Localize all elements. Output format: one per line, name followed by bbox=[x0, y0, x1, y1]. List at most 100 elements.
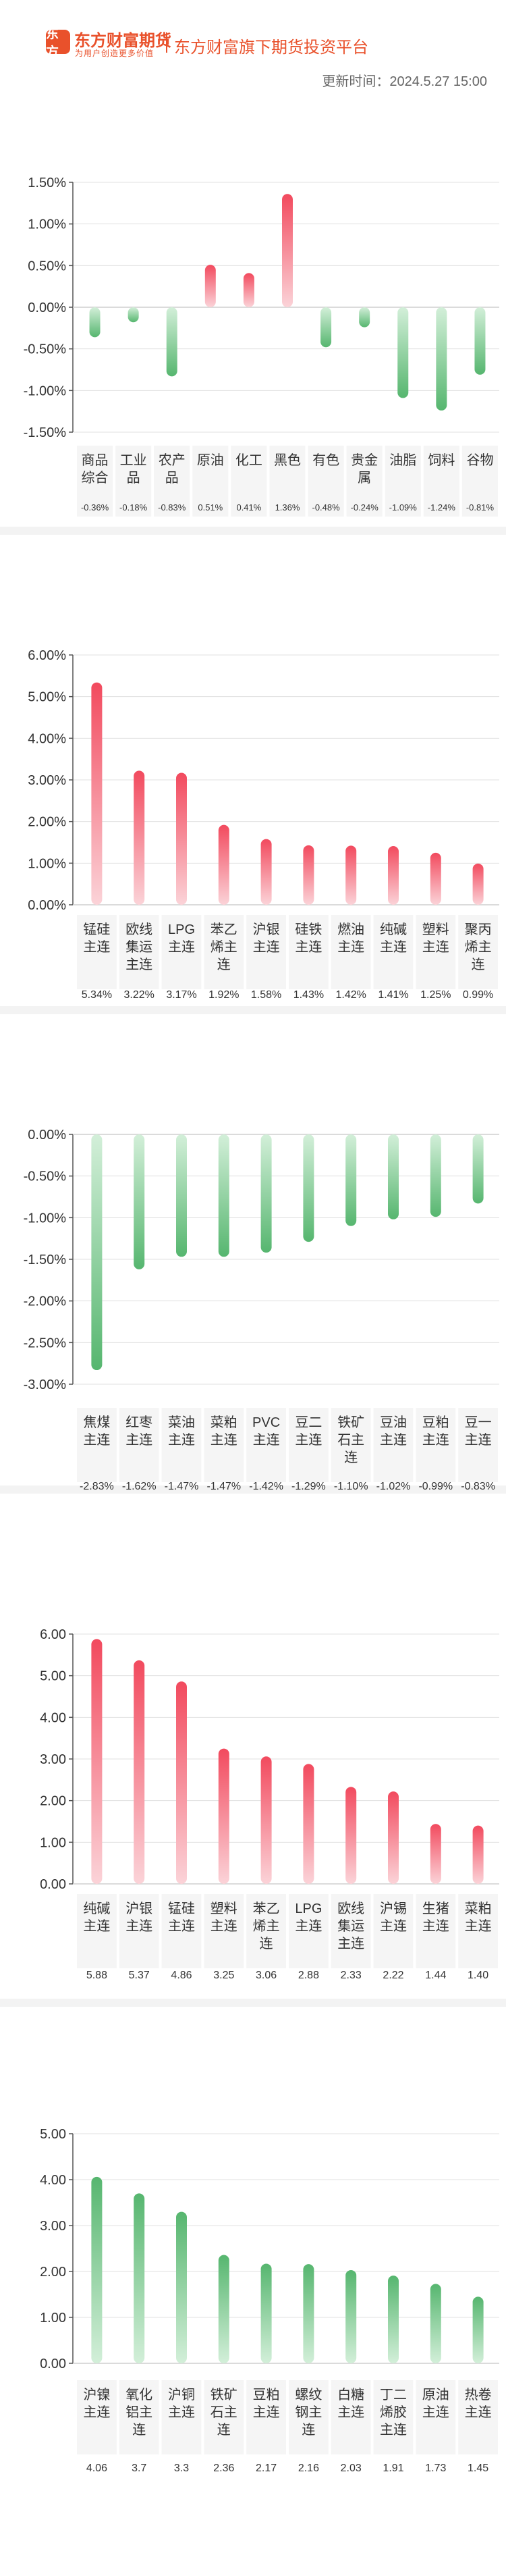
category-label: 氧化 bbox=[125, 2387, 152, 2402]
y-tick-label: 6.00% bbox=[28, 648, 66, 663]
bar bbox=[176, 2211, 187, 2363]
category-label: 主连 bbox=[337, 939, 364, 955]
category-label: 纯碱 bbox=[380, 922, 407, 937]
y-tick-label: -1.00% bbox=[24, 1211, 67, 1226]
value-label: 0.41% bbox=[236, 502, 261, 512]
category-label: 连 bbox=[302, 2422, 315, 2438]
value-label: -1.47% bbox=[206, 1481, 241, 1492]
category-label: 连 bbox=[132, 2422, 146, 2438]
bar bbox=[204, 265, 216, 307]
category-label: 主连 bbox=[168, 939, 195, 955]
category-label: 塑料 bbox=[210, 1901, 237, 1916]
category-label: 主连 bbox=[168, 1918, 195, 1934]
category-box bbox=[289, 1894, 329, 1968]
category-label: 综合 bbox=[82, 470, 109, 485]
category-box bbox=[161, 1408, 202, 1482]
bar bbox=[436, 307, 447, 411]
category-box bbox=[192, 446, 229, 517]
bar bbox=[166, 307, 177, 377]
category-label: 豆粕 bbox=[422, 1415, 449, 1430]
bar bbox=[91, 682, 103, 905]
category-label: 主连 bbox=[125, 957, 152, 972]
y-tick-label: 1.00% bbox=[28, 856, 66, 871]
category-label: LPG bbox=[168, 922, 195, 937]
bar bbox=[359, 307, 370, 327]
value-label: 5.88 bbox=[86, 1970, 107, 1981]
category-label: 沪镍 bbox=[83, 2387, 110, 2402]
category-box bbox=[331, 1408, 371, 1482]
category-box bbox=[269, 446, 306, 517]
category-label: LPG bbox=[295, 1901, 322, 1916]
category-label: 主连 bbox=[422, 939, 449, 955]
bar bbox=[430, 1134, 441, 1217]
category-label: 主连 bbox=[337, 2404, 364, 2420]
category-box bbox=[373, 2380, 414, 2454]
category-label: 主连 bbox=[83, 939, 110, 955]
bar bbox=[260, 2263, 272, 2363]
bar bbox=[260, 839, 272, 905]
value-label: -0.83% bbox=[158, 502, 186, 512]
value-label: 1.44 bbox=[425, 1970, 446, 1981]
category-box bbox=[373, 1894, 414, 1968]
category-box bbox=[246, 915, 286, 989]
category-box bbox=[77, 915, 117, 989]
category-label: 石主 bbox=[210, 2404, 237, 2420]
category-box bbox=[119, 915, 159, 989]
category-label: 欧线 bbox=[125, 922, 152, 937]
category-box bbox=[246, 1408, 286, 1482]
category-label: 连 bbox=[217, 2422, 231, 2438]
bar bbox=[397, 307, 409, 398]
category-label: 红枣 bbox=[125, 1415, 152, 1430]
category-label: 烯胶 bbox=[380, 2404, 407, 2420]
value-label: -0.36% bbox=[81, 502, 109, 512]
category-box bbox=[385, 446, 421, 517]
y-tick-label: 2.00 bbox=[40, 2265, 66, 2280]
category-label: 菜油 bbox=[168, 1415, 195, 1430]
category-label: 连 bbox=[217, 957, 231, 972]
value-label: 4.86 bbox=[171, 1970, 192, 1981]
section-separator bbox=[0, 1999, 506, 2007]
value-label: -1.09% bbox=[389, 502, 418, 512]
category-box bbox=[119, 1408, 159, 1482]
category-label: 聚丙 bbox=[465, 922, 492, 937]
category-label: 豆油 bbox=[380, 1415, 407, 1430]
category-label: 主连 bbox=[168, 2404, 195, 2420]
y-tick-label: -1.50% bbox=[24, 1253, 67, 1267]
y-tick-label: 4.00% bbox=[28, 731, 66, 746]
bar bbox=[472, 1825, 484, 1884]
category-label: 黑色 bbox=[274, 452, 301, 468]
value-label: 1.41% bbox=[378, 989, 408, 1001]
value-label: -1.62% bbox=[122, 1481, 157, 1492]
category-box bbox=[373, 1408, 414, 1482]
category-box bbox=[331, 915, 371, 989]
category-label: 油脂 bbox=[389, 452, 416, 468]
bar bbox=[176, 1134, 187, 1257]
category-label: PVC bbox=[252, 1415, 280, 1430]
bar bbox=[218, 2255, 229, 2363]
y-tick-label: -2.00% bbox=[24, 1294, 67, 1309]
bar bbox=[134, 2193, 145, 2363]
category-box bbox=[373, 915, 414, 989]
y-tick-label: -3.00% bbox=[24, 1377, 67, 1392]
category-label: 有色 bbox=[312, 452, 339, 468]
bar bbox=[218, 824, 229, 905]
bar bbox=[320, 307, 332, 348]
value-label: -1.10% bbox=[334, 1481, 368, 1492]
category-box bbox=[289, 2380, 329, 2454]
category-label: 主连 bbox=[295, 1918, 322, 1934]
value-label: 3.7 bbox=[132, 2463, 146, 2474]
category-label: 沪银 bbox=[253, 922, 280, 937]
category-label: 锰硅 bbox=[83, 922, 110, 937]
category-label: 锰硅 bbox=[168, 1901, 195, 1916]
bar bbox=[91, 1639, 103, 1884]
category-label: 主连 bbox=[380, 1918, 407, 1934]
bar bbox=[134, 1660, 145, 1884]
value-label: 1.91 bbox=[383, 2463, 403, 2474]
category-box bbox=[458, 1408, 498, 1482]
category-label: 主连 bbox=[380, 1432, 407, 1448]
brand-slogan: 为用户创造更多价值 bbox=[75, 49, 154, 58]
value-label: 2.33 bbox=[341, 1970, 362, 1981]
